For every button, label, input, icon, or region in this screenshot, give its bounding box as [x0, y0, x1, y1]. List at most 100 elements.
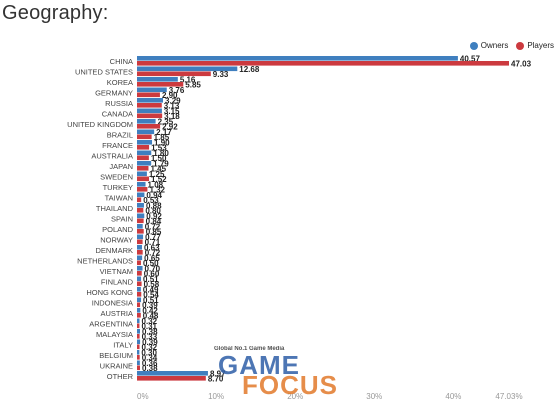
value-label-players: 2.90	[162, 91, 178, 100]
category-label: OTHER	[107, 372, 134, 381]
category-label: FRANCE	[102, 141, 133, 150]
value-label-players: 1.45	[150, 165, 166, 174]
category-label: INDONESIA	[92, 299, 133, 308]
value-label-players: 1.85	[154, 133, 170, 142]
bar-owners	[137, 77, 178, 82]
bar-owners	[137, 87, 167, 93]
bar-players	[137, 113, 163, 119]
value-label-owners: 3.15	[164, 107, 180, 116]
bar-owners	[137, 98, 164, 103]
value-label-players: 3.18	[164, 112, 180, 121]
bar-owners	[137, 255, 143, 261]
bar-players	[137, 187, 148, 192]
value-label-owners: 1.79	[153, 160, 169, 169]
value-label-owners: 2.17	[156, 128, 172, 137]
category-label: AUSTRALIA	[91, 152, 133, 161]
category-label: MALAYSIA	[96, 330, 133, 339]
category-label: CHINA	[110, 57, 133, 66]
bar-players	[137, 376, 206, 381]
value-label-players: 2.92	[162, 123, 178, 132]
bar-owners	[137, 171, 147, 177]
chart-legend: Owners Players	[469, 41, 554, 50]
owners-swatch-icon	[469, 41, 478, 50]
bar-players	[137, 365, 141, 371]
value-label-owners: 0.42	[142, 307, 158, 316]
value-label-players: 0.31	[141, 322, 157, 331]
legend-label-players: Players	[527, 41, 554, 50]
bar-owners	[137, 182, 146, 187]
value-label-owners: 0.51	[143, 275, 159, 284]
watermark-word-focus: FOCUS	[242, 370, 338, 400]
value-label-owners: 1.90	[154, 139, 170, 148]
value-label-owners: 0.65	[144, 254, 160, 263]
bar-owners	[137, 140, 153, 145]
bar-players	[137, 92, 160, 98]
value-label-players: 0.60	[144, 270, 160, 279]
value-label-owners: 0.88	[146, 202, 162, 211]
category-label: DENMARK	[95, 246, 133, 255]
category-label: UNITED KINGDOM	[67, 120, 133, 129]
value-label-players: 0.71	[145, 238, 161, 247]
category-label: GERMANY	[95, 89, 133, 98]
value-label-owners: 40.57	[460, 55, 481, 64]
value-label-players: 0.80	[145, 207, 161, 216]
bar-players	[137, 292, 142, 297]
bar-owners	[137, 297, 142, 303]
bar-owners	[137, 161, 152, 166]
bar-players	[137, 61, 509, 66]
bar-owners	[137, 203, 144, 208]
bar-owners	[137, 266, 143, 271]
bar-owners	[137, 245, 142, 250]
value-label-owners: 2.35	[158, 118, 174, 127]
value-label-players: 0.58	[144, 280, 160, 289]
value-label-owners: 0.32	[142, 317, 158, 326]
bar-players	[137, 334, 140, 339]
value-label-players: 1.50	[151, 154, 167, 163]
x-tick-label: 10%	[208, 392, 224, 401]
value-label-owners: 0.51	[143, 296, 159, 305]
legend-item-players[interactable]: Players	[516, 41, 554, 50]
value-label-players: 0.34	[142, 354, 158, 363]
value-label-owners: 0.49	[143, 286, 159, 295]
category-label: FINLAND	[101, 278, 134, 287]
bar-players	[137, 229, 144, 234]
value-label-players: 3.13	[164, 102, 180, 111]
value-label-players: 1.32	[149, 186, 165, 195]
category-label: UNITED STATES	[75, 68, 133, 77]
bar-players	[137, 281, 142, 287]
value-label-owners: 0.72	[145, 223, 161, 232]
value-label-owners: 0.36	[142, 359, 158, 368]
value-label-players: 0.53	[143, 196, 159, 205]
category-label: ITALY	[113, 341, 133, 350]
bar-players	[137, 271, 142, 276]
bar-owners	[137, 371, 208, 376]
category-label: POLAND	[102, 225, 133, 234]
legend-item-owners[interactable]: Owners	[469, 41, 508, 50]
bar-owners	[137, 119, 156, 124]
watermark-tagline: Global No.1 Game Media	[214, 346, 285, 352]
x-tick-label: 0%	[137, 392, 149, 401]
x-tick-label: 40%	[445, 392, 461, 401]
value-label-players: 0.54	[143, 291, 159, 300]
value-label-players: 0.48	[143, 312, 159, 321]
bar-players	[137, 124, 161, 129]
bar-players	[137, 82, 184, 87]
category-label: AUSTRIA	[100, 309, 133, 318]
watermark-logo: Global No.1 Game Media GAME FOCUS	[212, 346, 354, 400]
bar-owners	[137, 318, 140, 324]
value-label-players: 0.72	[145, 249, 161, 258]
category-label: VIETNAM	[100, 267, 133, 276]
bar-players	[137, 71, 211, 77]
value-label-owners: 1.25	[149, 170, 165, 179]
value-label-owners: 0.39	[142, 338, 158, 347]
value-label-players: 8.70	[208, 375, 224, 384]
bar-players	[137, 134, 152, 140]
value-label-owners: 0.92	[146, 212, 162, 221]
value-label-owners: 0.30	[141, 349, 157, 358]
value-label-owners: 1.80	[153, 149, 169, 158]
category-label: SWEDEN	[100, 173, 133, 182]
bar-owners	[137, 339, 141, 345]
bar-players	[137, 176, 150, 182]
bar-owners	[137, 129, 155, 135]
